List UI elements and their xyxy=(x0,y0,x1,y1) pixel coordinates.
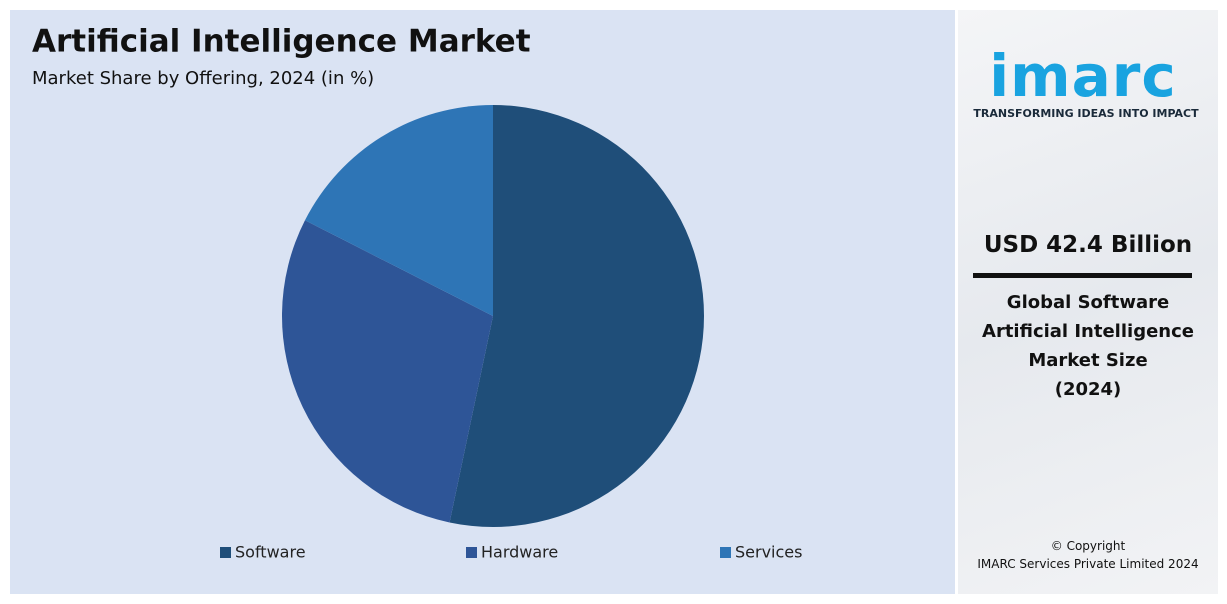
copyright-line: © Copyright xyxy=(1050,539,1126,553)
legend-swatch xyxy=(466,547,477,558)
description-line: (2024) xyxy=(1054,379,1122,400)
sidebar: imarc TRANSFORMING IDEAS INTO IMPACT USD… xyxy=(958,10,1218,594)
description: Global Software Artificial Intelligence … xyxy=(968,288,1208,404)
description-line: Artificial Intelligence xyxy=(982,321,1194,342)
copyright-line: IMARC Services Private Limited 2024 xyxy=(977,557,1199,571)
chart-title: Artificial Intelligence Market xyxy=(32,24,531,60)
copyright: © Copyright IMARC Services Private Limit… xyxy=(958,537,1218,573)
pie-slice xyxy=(304,104,493,317)
logo: imarc xyxy=(989,42,1177,110)
legend-swatch xyxy=(220,547,231,558)
divider xyxy=(973,273,1192,278)
headline: USD 42.4 Billion xyxy=(983,232,1193,258)
description-line: Global Software xyxy=(1006,292,1170,313)
chart-subtitle: Market Share by Offering, 2024 (in %) xyxy=(32,68,374,89)
tagline: TRANSFORMING IDEAS INTO IMPACT xyxy=(973,107,1199,120)
legend-label: Services xyxy=(735,543,802,562)
legend-swatch xyxy=(720,547,731,558)
chart: Artificial Intelligence Market Market Sh… xyxy=(10,10,955,594)
pie-slice xyxy=(449,105,704,527)
legend-label: Software xyxy=(235,543,306,562)
pie-slice xyxy=(281,220,493,523)
description-line: Market Size xyxy=(1028,350,1148,371)
legend-label: Hardware xyxy=(481,543,558,562)
